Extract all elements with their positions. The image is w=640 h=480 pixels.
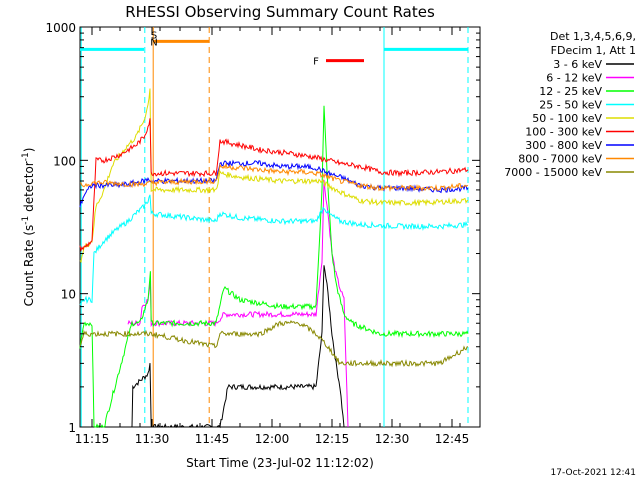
y-label-sup1: -1 <box>21 216 31 225</box>
x-tick-label: 12:30 <box>375 432 410 446</box>
status-annotations: SN F <box>150 30 319 67</box>
series-line <box>79 194 469 305</box>
legend-label: 6 - 12 keV <box>546 72 602 85</box>
series-lines <box>79 88 469 429</box>
y-axis-label: Count Rate (s-1 detector-1) <box>21 148 36 307</box>
status-bars <box>80 39 468 63</box>
x-tick-label: 12:45 <box>435 432 470 446</box>
chart-title: RHESSI Observing Summary Count Rates <box>125 3 435 21</box>
annotation-S: S <box>151 30 157 41</box>
orbit-marker-lines <box>80 27 469 427</box>
legend-header: Det 1,3,4,5,6,9, <box>550 30 636 43</box>
x-tick-label: 11:45 <box>195 432 230 446</box>
legend: Det 1,3,4,5,6,9,FDecim 1, Att 13 - 6 keV… <box>504 30 636 179</box>
footer-timestamp: 17-Oct-2021 12:41 <box>551 468 636 478</box>
series-line <box>79 88 469 264</box>
series-line <box>79 159 469 208</box>
y-label-prefix: Count Rate (s <box>22 225 36 307</box>
y-label-mid: detector <box>22 161 36 216</box>
series-line <box>79 162 469 193</box>
y-label-sup2: -1 <box>21 152 31 161</box>
x-tick-label: 11:15 <box>75 432 110 446</box>
legend-label: 300 - 800 keV <box>525 139 602 152</box>
x-tick-label: 11:30 <box>135 432 170 446</box>
x-axis-label: Start Time (23-Jul-02 11:12:02) <box>186 456 374 470</box>
x-axis-ticks: 11:15 11:30 11:45 12:00 12:15 12:30 12:45 <box>75 27 481 446</box>
annotation-F: F <box>313 57 319 68</box>
legend-label: 25 - 50 keV <box>539 99 602 112</box>
series-line <box>79 105 469 428</box>
x-tick-label: 12:15 <box>315 432 350 446</box>
annotation-N: N <box>150 37 157 48</box>
y-tick-label: 1 <box>68 421 76 435</box>
legend-label: 12 - 25 keV <box>539 85 602 98</box>
legend-label: 50 - 100 keV <box>532 112 602 125</box>
y-tick-label: 100 <box>53 154 76 168</box>
series-line <box>79 118 469 253</box>
series-line <box>79 320 469 368</box>
legend-header: FDecim 1, Att 1 <box>551 44 636 57</box>
legend-label: 3 - 6 keV <box>553 58 602 71</box>
y-axis-ticks: 1 10 100 1000 <box>45 21 480 435</box>
y-tick-label: 10 <box>61 288 76 302</box>
x-tick-label: 12:00 <box>255 432 290 446</box>
y-label-suffix: ) <box>22 148 36 153</box>
series-line <box>127 179 349 428</box>
legend-label: 800 - 7000 keV <box>518 153 602 166</box>
y-tick-label: 1000 <box>45 21 76 35</box>
legend-label: 100 - 300 keV <box>525 126 602 139</box>
legend-label: 7000 - 15000 keV <box>504 166 602 179</box>
series-line <box>131 265 345 429</box>
